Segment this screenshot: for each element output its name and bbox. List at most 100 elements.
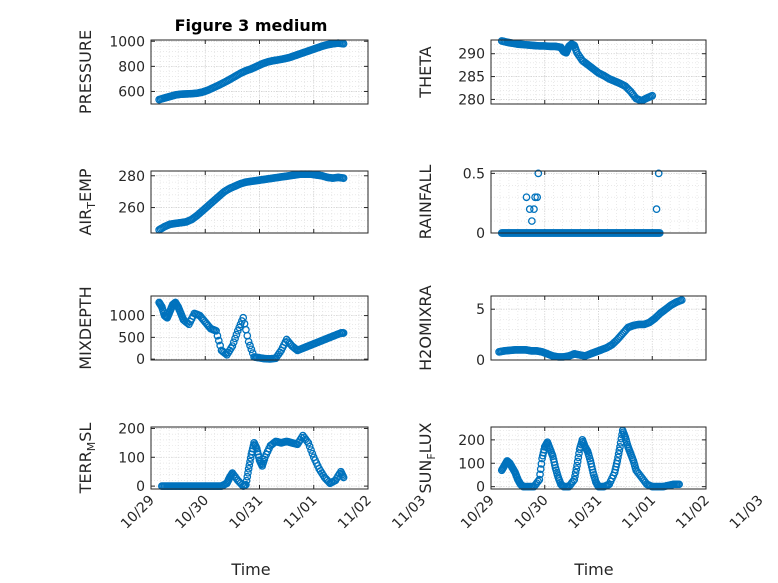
terrmsl-xtick-label: 11/01 bbox=[281, 493, 321, 533]
mixdepth-ylabel: MIXDEPTH bbox=[76, 286, 95, 369]
mixdepth-axes-box bbox=[150, 295, 369, 361]
pressure-axes-box bbox=[150, 39, 369, 105]
sunflux-point bbox=[675, 480, 683, 489]
sunflux-xtick-label: 10/29 bbox=[458, 493, 498, 533]
mixdepth-point bbox=[231, 334, 239, 343]
sunflux-point bbox=[574, 453, 583, 462]
terrmsl-xtick-label: 10/29 bbox=[118, 493, 158, 533]
mixdepth-point bbox=[214, 336, 223, 345]
sunflux-point bbox=[588, 465, 597, 474]
terrmsl-xtick-label: 11/03 bbox=[389, 493, 429, 533]
rainfall-ylabel: RAINFALL bbox=[416, 165, 435, 240]
rainfall-point bbox=[654, 169, 663, 178]
sunflux-point bbox=[614, 453, 622, 462]
theta-series bbox=[497, 37, 657, 105]
h2omix-ylabel-main: H2OMIXRA bbox=[416, 285, 435, 371]
sunflux-point bbox=[550, 461, 559, 469]
theta-point bbox=[648, 91, 657, 100]
pressure-ylabel-main: PRESSURE bbox=[76, 30, 95, 114]
h2omix-point bbox=[677, 296, 686, 304]
airtemp-point bbox=[339, 174, 348, 183]
mixdepth-axes: 0 500 1000 MIXDEPTH bbox=[76, 286, 369, 370]
terrmsl-xtick-label: 11/02 bbox=[335, 493, 375, 533]
airtemp-ytick-label: 260 bbox=[118, 201, 145, 217]
airtemp-axes: 260 280 AIRTEMP bbox=[76, 168, 369, 236]
x-axis-label-right: Time bbox=[573, 560, 613, 579]
mixdepth-point bbox=[212, 326, 220, 335]
rainfall-axes: 0 0.5 RAINFALL bbox=[416, 165, 707, 242]
terrmsl-point bbox=[246, 457, 254, 466]
sunflux-ytick-label: 200 bbox=[458, 433, 485, 449]
airtemp-ylabel: AIRTEMP bbox=[76, 168, 98, 235]
sunflux-point bbox=[537, 459, 546, 468]
sunflux-ytick-label: 0 bbox=[476, 480, 485, 496]
sunflux-ylabel-main: SUN bbox=[416, 460, 435, 494]
x-axis-label-left: Time bbox=[230, 560, 270, 579]
terrmsl-point bbox=[242, 480, 250, 489]
sunflux-xtick-label: 11/01 bbox=[619, 493, 659, 533]
sunflux-axes-box bbox=[490, 426, 707, 490]
mixdepth-ytick-label: 500 bbox=[118, 330, 145, 346]
sunflux-point bbox=[614, 450, 623, 458]
sunflux-point bbox=[534, 477, 542, 486]
pressure-ytick-label: 800 bbox=[118, 59, 145, 75]
sunflux-point bbox=[573, 457, 582, 466]
rainfall-point bbox=[527, 217, 536, 225]
terrmsl-point bbox=[307, 446, 315, 454]
sunflux-ylabel: SUNFLUX bbox=[416, 422, 438, 493]
pressure-ytick-label: 600 bbox=[118, 84, 145, 100]
sunflux-axes: 0 100 200 SUNFLUX 10/29 10/30 10/31 11/01 11/02 1… bbox=[416, 422, 767, 532]
terrmsl-point bbox=[305, 442, 314, 451]
airtemp-ylabel-main: AIR bbox=[76, 209, 95, 236]
sunflux-point bbox=[572, 465, 581, 473]
theta-axes-box bbox=[490, 39, 707, 105]
sunflux-point bbox=[536, 470, 544, 479]
terrmsl-axes: 0 100 200 TERRMSL 10/29 10/30 10/31 11/01 11/02 1… bbox=[76, 421, 429, 532]
rainfall-point bbox=[525, 205, 534, 214]
sunflux-point bbox=[615, 446, 624, 455]
sunflux-point bbox=[570, 475, 579, 484]
terrmsl-point bbox=[243, 472, 252, 481]
pressure-ytick-label: 1000 bbox=[109, 34, 145, 50]
rainfall-ylabel-main: RAINFALL bbox=[416, 165, 435, 240]
terrmsl-xtick-label: 10/31 bbox=[226, 493, 266, 533]
h2omix-ytick-label: 0 bbox=[476, 353, 485, 369]
mixdepth-point bbox=[213, 331, 222, 340]
rainfall-ytick-label: 0 bbox=[476, 226, 485, 242]
mixdepth-series bbox=[155, 298, 348, 363]
sunflux-point bbox=[571, 472, 579, 480]
airtemp-ylabel-subscript: T bbox=[85, 202, 98, 210]
terrmsl-ylabel-subscript: M bbox=[85, 442, 98, 452]
mixdepth-point bbox=[339, 329, 348, 337]
airtemp-series bbox=[155, 170, 348, 234]
sunflux-ylabel-tail: LUX bbox=[416, 422, 435, 453]
pressure-axes: 600 800 1000 PRESSURE bbox=[76, 30, 369, 114]
theta-ytick-label: 280 bbox=[458, 92, 485, 108]
mixdepth-point bbox=[232, 330, 241, 339]
mixdepth-ylabel-main: MIXDEPTH bbox=[76, 286, 95, 369]
airtemp-ytick-label: 280 bbox=[118, 169, 145, 185]
terrmsl-axes-box bbox=[150, 426, 369, 490]
h2omix-axes-box bbox=[490, 295, 707, 361]
theta-ytick-label: 290 bbox=[458, 47, 485, 63]
sunflux-xtick-label: 10/31 bbox=[565, 493, 605, 533]
sunflux-series bbox=[497, 426, 683, 491]
terrmsl-ytick-label: 0 bbox=[136, 479, 145, 495]
terrmsl-point bbox=[339, 473, 348, 482]
terrmsl-ylabel-tail: SL bbox=[76, 423, 95, 442]
theta-axes: 280 285 290 THETA bbox=[416, 37, 707, 108]
sunflux-point bbox=[535, 475, 544, 484]
sunflux-ytick-label: 100 bbox=[458, 456, 485, 472]
terrmsl-ytick-label: 200 bbox=[118, 421, 145, 437]
mixdepth-point bbox=[216, 341, 225, 350]
sunflux-point bbox=[536, 465, 545, 473]
rainfall-ytick-label: 0.5 bbox=[463, 166, 485, 182]
rainfall-point bbox=[522, 193, 531, 202]
sunflux-ylabel-subscript: F bbox=[425, 453, 438, 459]
sunflux-xtick-label: 11/02 bbox=[673, 493, 713, 533]
terrmsl-point bbox=[244, 464, 253, 473]
h2omix-ytick-label: 5 bbox=[476, 302, 485, 318]
mixdepth-point bbox=[247, 345, 256, 354]
h2omix-series bbox=[495, 296, 686, 361]
